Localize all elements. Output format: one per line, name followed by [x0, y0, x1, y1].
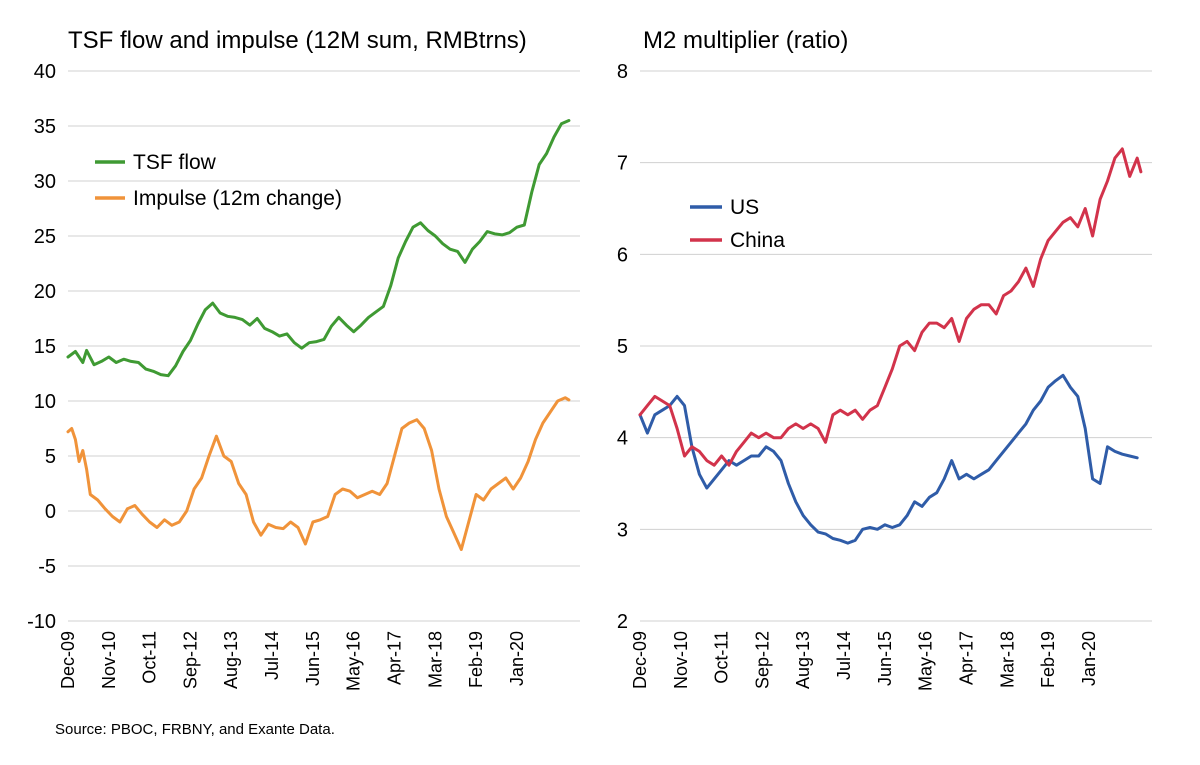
tsf-panel: TSF flow and impulse (12M sum, RMBtrns) -…	[27, 27, 580, 691]
y-tick-label: 20	[34, 281, 56, 303]
y-tick-label: 15	[34, 336, 56, 358]
x-tick-label: Apr-17	[384, 631, 404, 685]
y-tick-label: -5	[38, 556, 56, 578]
legend-label: US	[730, 196, 759, 219]
x-tick-label: Aug-13	[221, 631, 241, 689]
y-tick-label: 5	[45, 446, 56, 468]
y-tick-label: 6	[617, 244, 628, 266]
series-line-impulse-12m-change	[66, 396, 571, 551]
x-tick-label: Sep-12	[180, 631, 200, 689]
x-tick-label: Dec-09	[630, 631, 650, 689]
x-tick-label: Feb-19	[1038, 631, 1058, 688]
y-tick-label: 25	[34, 226, 56, 248]
x-tick-label: Oct-11	[140, 631, 160, 684]
x-tick-label: Dec-09	[58, 631, 78, 689]
x-tick-label: Nov-10	[671, 631, 691, 689]
y-tick-label: 7	[617, 153, 628, 175]
series-line-china	[638, 147, 1143, 467]
y-tick-label: -10	[27, 611, 56, 633]
y-tick-label: 40	[34, 61, 56, 83]
x-tick-label: Oct-11	[712, 631, 732, 684]
chart-title: M2 multiplier (ratio)	[643, 27, 848, 54]
x-tick-label: Apr-17	[956, 631, 976, 685]
series-line-us	[638, 373, 1139, 545]
x-tick-label: Jul-14	[262, 631, 282, 680]
legend-label: TSF flow	[133, 151, 217, 174]
x-tick-label: Jun-15	[875, 631, 895, 686]
m2-multiplier-panel: M2 multiplier (ratio) 2 3 4 5 6 7 8 Dec-09 Nov-10…	[617, 27, 1152, 691]
x-tick-label: Jan-20	[507, 631, 527, 686]
legend-label: Impulse (12m change)	[133, 187, 342, 210]
x-tick-label: Aug-13	[793, 631, 813, 689]
legend-label: China	[730, 229, 785, 252]
x-tick-label: Mar-18	[425, 631, 445, 688]
source-note: Source: PBOC, FRBNY, and Exante Data.	[55, 721, 335, 738]
y-tick-label: 35	[34, 116, 56, 138]
x-tick-label: May-16	[916, 631, 936, 691]
y-tick-label: 30	[34, 171, 56, 193]
x-tick-label: Sep-12	[752, 631, 772, 689]
chart-title: TSF flow and impulse (12M sum, RMBtrns)	[68, 27, 527, 54]
x-tick-label: Jul-14	[834, 631, 854, 680]
x-tick-label: May-16	[344, 631, 364, 691]
y-tick-label: 0	[45, 501, 56, 523]
x-tick-label: Feb-19	[466, 631, 486, 688]
y-tick-label: 8	[617, 61, 628, 83]
y-tick-label: 2	[617, 611, 628, 633]
x-tick-label: Nov-10	[99, 631, 119, 689]
y-tick-label: 5	[617, 336, 628, 358]
y-tick-label: 3	[617, 519, 628, 541]
y-tick-label: 4	[617, 428, 628, 450]
x-tick-label: Jan-20	[1079, 631, 1099, 686]
x-tick-label: Mar-18	[997, 631, 1017, 688]
y-tick-label: 10	[34, 391, 56, 413]
series-line-tsf-flow	[66, 119, 571, 378]
x-tick-label: Jun-15	[303, 631, 323, 686]
